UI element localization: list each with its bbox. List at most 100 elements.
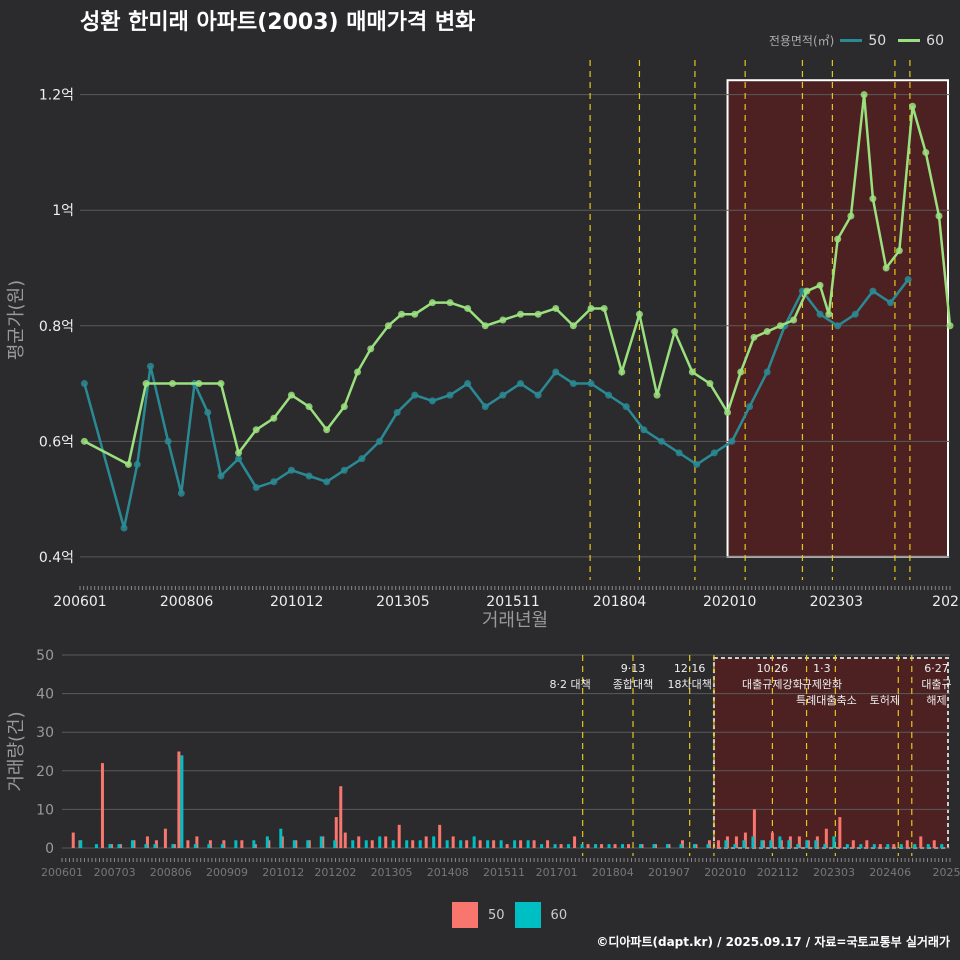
volume-bar-50 bbox=[177, 751, 181, 848]
x-tick-label: 200806 bbox=[160, 594, 214, 610]
source-credit: ©디아파트(dapt.kr) / 2025.09.17 / 자료=국토교통부 실… bbox=[596, 935, 950, 949]
volume-bar-50 bbox=[424, 836, 428, 848]
volume-bar-50 bbox=[478, 840, 482, 848]
volume-bar-50 bbox=[905, 840, 909, 848]
data-point-60 bbox=[909, 102, 917, 110]
volume-bar-60 bbox=[234, 840, 238, 848]
volume-bar-50 bbox=[851, 840, 855, 848]
volume-bar-60 bbox=[692, 844, 696, 848]
x-tick-label: 201804 bbox=[593, 594, 647, 610]
x-axis-title: 거래년월 bbox=[482, 610, 548, 631]
volume-bar-60 bbox=[207, 844, 211, 848]
legend-line-60 bbox=[898, 39, 921, 42]
volume-y-tick-label: 50 bbox=[36, 648, 54, 664]
data-point-60 bbox=[354, 368, 362, 376]
volume-bar-50 bbox=[411, 840, 415, 848]
data-point-50 bbox=[640, 426, 648, 434]
volume-bar-60 bbox=[180, 755, 184, 848]
volume-bar-60 bbox=[621, 844, 625, 848]
volume-x-tick-label: 200601 bbox=[41, 866, 83, 879]
data-point-60 bbox=[384, 322, 392, 330]
volume-bar-50 bbox=[343, 832, 347, 848]
data-point-60 bbox=[600, 304, 608, 312]
volume-bar-60 bbox=[859, 844, 863, 848]
policy-name-label: 종합대책 bbox=[613, 678, 653, 691]
policy-date-label: 12·16 bbox=[674, 662, 706, 675]
legend-label-50: 50 bbox=[868, 32, 887, 49]
data-point-50 bbox=[657, 437, 665, 445]
volume-bar-50 bbox=[71, 832, 75, 848]
data-point-50 bbox=[552, 368, 560, 376]
policy-date-label: 9·13 bbox=[621, 662, 646, 675]
data-point-60 bbox=[750, 333, 758, 341]
policy-name-label: 해제 bbox=[926, 693, 946, 707]
data-point-60 bbox=[270, 414, 278, 422]
policy-name-label: 대출규제강화 bbox=[742, 678, 803, 691]
volume-bar-60 bbox=[193, 844, 197, 848]
y-tick-label: 0.4억 bbox=[39, 550, 74, 566]
volume-x-tick-label: 20250 bbox=[933, 866, 960, 879]
volume-x-tick-label: 202010 bbox=[704, 866, 746, 879]
volume-bar-60 bbox=[499, 840, 503, 848]
policy-date-label: 6·27 bbox=[924, 662, 949, 675]
volume-bar-60 bbox=[130, 840, 134, 848]
data-point-50 bbox=[80, 380, 88, 388]
data-point-60 bbox=[499, 316, 507, 324]
volume-bar-60 bbox=[665, 844, 669, 848]
data-point-60 bbox=[464, 304, 472, 312]
volume-bar-60 bbox=[733, 844, 737, 848]
volume-bar-60 bbox=[594, 844, 598, 848]
legend-swatch-60 bbox=[514, 902, 541, 928]
policy-name-label: 토허제 bbox=[870, 694, 900, 707]
data-point-60 bbox=[653, 391, 661, 399]
volume-bar-60 bbox=[814, 840, 818, 848]
volume-bar-60 bbox=[567, 844, 571, 848]
data-point-60 bbox=[398, 310, 406, 318]
volume-bar-50 bbox=[734, 836, 738, 848]
x-tick-label: 201511 bbox=[486, 594, 539, 610]
data-point-60 bbox=[169, 380, 177, 388]
volume-bar-60 bbox=[899, 844, 903, 848]
volume-bar-50 bbox=[145, 836, 149, 848]
volume-x-tick-label: 202406 bbox=[869, 866, 911, 879]
data-point-50 bbox=[622, 403, 630, 411]
volume-bar-50 bbox=[438, 824, 442, 848]
volume-x-tick-label: 202112 bbox=[757, 866, 799, 879]
volume-y-tick-label: 10 bbox=[36, 802, 54, 818]
volume-bar-60 bbox=[405, 840, 409, 848]
volume-bar-50 bbox=[334, 817, 338, 848]
volume-bar-50 bbox=[716, 840, 720, 848]
data-point-60 bbox=[217, 380, 225, 388]
data-point-50 bbox=[675, 449, 683, 457]
volume-bar-50 bbox=[451, 836, 455, 848]
x-tick-label: 200601 bbox=[53, 594, 106, 610]
volume-bar-50 bbox=[519, 840, 523, 848]
volume-bar-50 bbox=[600, 844, 604, 848]
volume-bar-50 bbox=[752, 809, 756, 848]
volume-bar-50 bbox=[932, 840, 936, 848]
volume-bar-50 bbox=[100, 763, 104, 848]
data-point-50 bbox=[728, 437, 736, 445]
data-point-60 bbox=[737, 368, 745, 376]
volume-bar-50 bbox=[163, 828, 167, 848]
volume-bar-50 bbox=[865, 840, 869, 848]
volume-bar-60 bbox=[706, 844, 710, 848]
data-point-60 bbox=[517, 310, 525, 318]
volume-x-tick-label: 201305 bbox=[371, 866, 413, 879]
data-point-50 bbox=[164, 437, 172, 445]
data-point-60 bbox=[287, 391, 295, 399]
data-point-60 bbox=[803, 287, 811, 295]
volume-bar-60 bbox=[540, 844, 544, 848]
volume-y-tick-label: 30 bbox=[36, 725, 54, 741]
data-point-50 bbox=[746, 403, 754, 411]
volume-bar-50 bbox=[532, 840, 536, 848]
data-point-50 bbox=[340, 466, 348, 474]
data-point-60 bbox=[724, 408, 732, 416]
volume-y-tick-label: 40 bbox=[36, 687, 54, 703]
policy-name-label: 18차대책 bbox=[667, 678, 711, 691]
volume-bar-60 bbox=[526, 840, 530, 848]
data-point-50 bbox=[587, 380, 595, 388]
data-point-60 bbox=[142, 380, 150, 388]
volume-bar-60 bbox=[333, 840, 337, 848]
volume-bar-50 bbox=[824, 828, 828, 848]
